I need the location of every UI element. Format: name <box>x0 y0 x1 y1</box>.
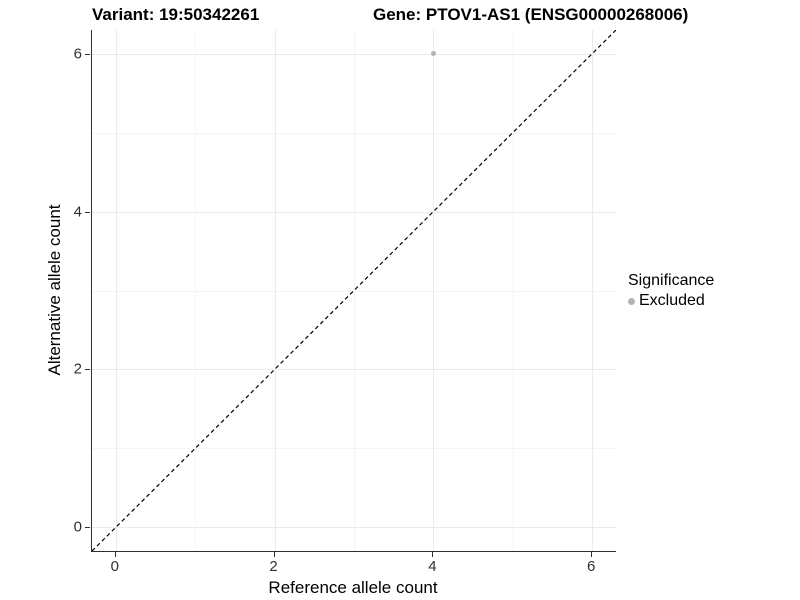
x-axis-title: Reference allele count <box>268 578 438 597</box>
x-tick-label: 0 <box>110 558 119 575</box>
y-major-gridline <box>92 369 616 371</box>
x-tick-mark <box>273 552 275 557</box>
gene-title: Gene: PTOV1-AS1 (ENSG00000268006) <box>373 5 689 24</box>
y-major-gridline <box>92 53 616 55</box>
y-tick-mark <box>85 527 90 529</box>
x-major-gridline <box>115 30 117 551</box>
y-tick-label: 6 <box>73 45 82 63</box>
y-minor-gridline <box>92 290 616 292</box>
y-tick-mark <box>85 211 90 213</box>
y-minor-gridline <box>92 132 616 134</box>
legend-key-dot-icon <box>628 297 635 305</box>
plot-panel <box>91 30 616 552</box>
x-tick-label: 6 <box>587 558 596 575</box>
x-tick-mark <box>114 552 116 557</box>
y-major-gridline <box>92 211 616 213</box>
data-point <box>430 51 436 57</box>
x-major-gridline <box>433 30 435 551</box>
x-tick-mark <box>432 552 434 557</box>
y-major-gridline <box>92 527 616 529</box>
y-minor-gridline <box>92 448 616 450</box>
x-major-gridline <box>592 30 594 551</box>
y-axis-title: Alternative allele count <box>45 204 64 376</box>
legend-item-excluded: Excluded <box>628 292 714 310</box>
x-tick-label: 4 <box>428 558 437 575</box>
x-tick-mark <box>591 552 593 557</box>
y-tick-mark <box>85 53 90 55</box>
y-tick-label: 0 <box>73 518 82 536</box>
y-tick-label: 4 <box>73 203 82 221</box>
variant-title: Variant: 19:50342261 <box>92 5 260 24</box>
legend-title: Significance <box>628 272 715 289</box>
x-major-gridline <box>274 30 276 551</box>
y-tick-label: 2 <box>73 360 82 378</box>
legend: Significance Excluded <box>628 272 714 310</box>
legend-item-label: Excluded <box>639 292 705 309</box>
x-tick-label: 2 <box>269 558 278 575</box>
y-tick-mark <box>85 369 90 371</box>
